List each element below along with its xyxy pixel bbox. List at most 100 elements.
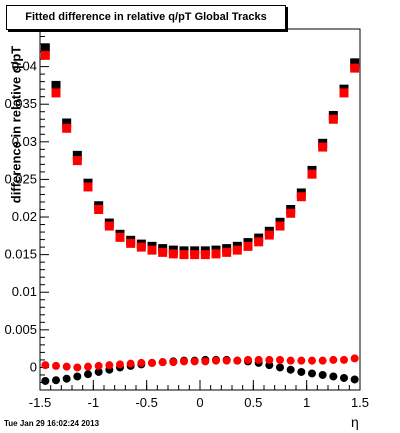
data-point-circle — [126, 359, 135, 368]
data-point-square — [318, 142, 328, 152]
x-tick-label: 0 — [196, 395, 203, 410]
data-point-circle — [212, 356, 220, 365]
data-point-circle — [350, 354, 359, 363]
y-tick-label: 0.03 — [12, 134, 37, 149]
data-point-circle — [340, 373, 348, 382]
data-point-circle — [180, 357, 188, 366]
y-axis-ticks: 0 0.005 0.01 0.015 0.02 0.025 0.03 0.035 0.04 — [4, 36, 49, 383]
data-point-circle — [105, 361, 114, 370]
data-point-circle — [62, 374, 71, 383]
plot-frame — [39, 28, 361, 391]
data-point-circle — [73, 372, 82, 381]
data-point-square — [40, 43, 50, 53]
y-axis-label: difference in relative q/pT — [8, 45, 24, 204]
data-point-circle — [94, 361, 103, 370]
data-point-circle — [73, 363, 82, 372]
data-point-circle — [254, 355, 263, 364]
data-point-square — [275, 221, 285, 231]
y-tick-label: 0.005 — [4, 322, 37, 337]
data-point-circle — [308, 369, 316, 378]
data-point-square — [350, 63, 360, 73]
data-point-circle — [233, 356, 242, 365]
data-point-circle — [297, 367, 306, 376]
data-point-square — [179, 250, 189, 260]
data-point-square — [211, 249, 221, 259]
data-points — [40, 43, 360, 385]
data-point-circle — [286, 365, 295, 374]
x-tick-label: -1 — [88, 395, 100, 410]
data-point-square — [264, 230, 274, 240]
timestamp: Tue Jan 29 16:02:24 2013 — [4, 419, 100, 428]
x-tick-label: 1 — [303, 395, 310, 410]
data-point-square — [254, 237, 264, 247]
data-point-circle — [62, 362, 71, 371]
data-point-square — [62, 123, 72, 133]
x-tick-label: 0.5 — [244, 395, 262, 410]
data-point-circle — [84, 370, 92, 379]
data-point-square — [94, 205, 104, 214]
data-point-square — [328, 114, 338, 124]
data-point-circle — [329, 372, 338, 381]
data-point-circle — [148, 358, 156, 367]
data-point-square — [40, 50, 50, 60]
data-point-square — [232, 245, 242, 255]
x-axis-label: η — [351, 414, 359, 430]
data-point-square — [243, 241, 253, 251]
y-tick-label: 0.035 — [4, 96, 37, 111]
data-point-circle — [84, 362, 92, 371]
data-point-circle — [318, 356, 327, 365]
data-point-circle — [286, 356, 295, 365]
data-point-circle — [41, 376, 50, 385]
data-point-circle — [201, 357, 210, 366]
data-point-circle — [265, 355, 274, 364]
data-point-square — [62, 118, 72, 128]
data-point-circle — [318, 370, 327, 379]
data-point-circle — [308, 356, 316, 365]
y-tick-label: 0 — [30, 359, 37, 374]
y-tick-label: 0.025 — [4, 171, 37, 186]
y-tick-label: 0.015 — [4, 247, 37, 262]
data-point-square — [222, 247, 232, 257]
data-point-circle — [41, 361, 50, 370]
data-point-circle — [116, 360, 124, 369]
data-point-square — [296, 192, 306, 202]
data-point-square — [168, 249, 178, 259]
data-point-square — [190, 250, 200, 260]
x-tick-label: -1.5 — [29, 395, 51, 410]
data-point-circle — [94, 367, 103, 376]
y-tick-label: 0.02 — [12, 209, 37, 224]
data-point-circle — [52, 361, 60, 370]
data-point-square — [72, 150, 82, 160]
data-point-circle — [276, 355, 284, 364]
data-point-square — [136, 242, 146, 252]
data-point-circle — [297, 356, 306, 365]
data-point-square — [286, 208, 296, 218]
data-point-circle — [329, 355, 338, 364]
data-point-square — [104, 221, 114, 231]
data-point-square — [72, 156, 82, 166]
data-point-circle — [340, 355, 348, 364]
data-point-square — [51, 88, 61, 98]
x-tick-label: 1.5 — [351, 395, 369, 410]
data-point-square — [147, 245, 157, 255]
data-point-circle — [137, 358, 146, 367]
data-point-circle — [276, 363, 284, 372]
data-point-circle — [350, 375, 359, 384]
data-point-circle — [190, 357, 199, 366]
data-point-circle — [52, 376, 60, 385]
x-tick-label: -0.5 — [135, 395, 157, 410]
data-point-circle — [244, 355, 252, 364]
chart-title: Fitted difference in relative q/pT Globa… — [6, 5, 286, 30]
data-point-square — [158, 247, 168, 257]
data-point-square — [126, 238, 136, 248]
y-tick-label: 0.01 — [12, 284, 37, 299]
data-point-square — [51, 80, 61, 90]
data-point-square — [83, 182, 93, 192]
data-point-square — [350, 58, 360, 68]
data-point-square — [200, 250, 210, 260]
data-point-square — [339, 88, 349, 98]
data-point-circle — [222, 356, 231, 365]
data-point-circle — [169, 358, 178, 367]
data-point-circle — [158, 358, 167, 367]
